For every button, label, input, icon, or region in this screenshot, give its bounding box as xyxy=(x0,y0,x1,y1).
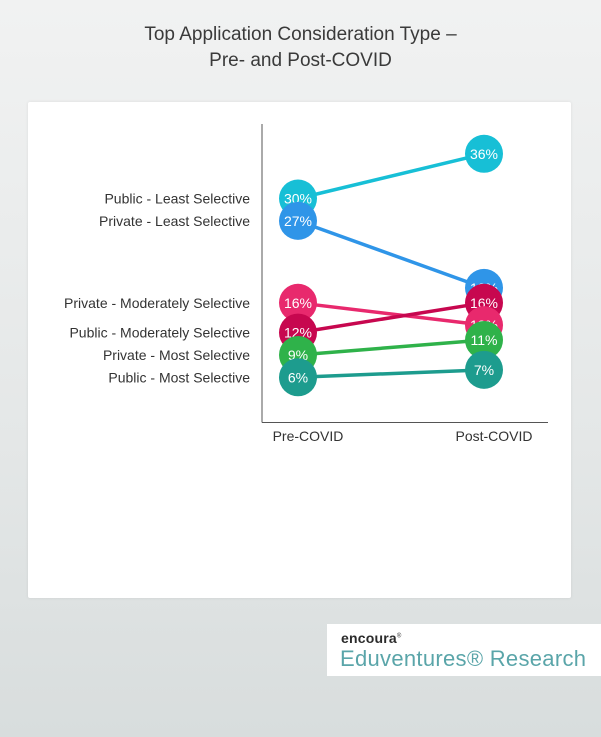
series-name-label: Public - Most Selective xyxy=(108,369,250,385)
data-label-post: 7% xyxy=(474,362,494,378)
series-line xyxy=(297,301,485,335)
data-point-post xyxy=(465,134,503,173)
data-label-post: 16% xyxy=(470,295,498,311)
series-line xyxy=(297,152,485,201)
series-name-label: Public - Moderately Selective xyxy=(69,325,250,341)
logo-brand: encoura® xyxy=(341,630,402,646)
slope-chart: Pre-COVID Post-COVID Public - Least Select… xyxy=(64,124,548,444)
data-label-pre: 16% xyxy=(284,295,312,311)
data-point-post xyxy=(465,350,503,389)
encoura-eduventures-logo: encoura® Eduventures® Research xyxy=(327,624,601,676)
chart-title-line-1: Top Application Consideration Type – xyxy=(144,24,457,45)
data-label-post: 36% xyxy=(470,146,498,162)
chart-card: Pre-COVID Post-COVID Public - Least Select… xyxy=(28,102,571,661)
series-line xyxy=(297,301,485,327)
data-point-pre xyxy=(279,358,317,397)
series-name-label: Private - Moderately Selective xyxy=(64,295,250,311)
data-label-pre: 27% xyxy=(284,213,312,229)
chart-title-line-2: Pre- and Post-COVID xyxy=(209,50,392,71)
series-name-label: Public - Least Selective xyxy=(104,191,250,207)
series-name-label: Private - Most Selective xyxy=(103,347,250,363)
series-name-label: Private - Least Selective xyxy=(99,213,250,229)
data-point-pre xyxy=(279,283,317,322)
x-tick-label: Pre-COVID xyxy=(273,428,344,444)
logo-research-text: Eduventures® Research xyxy=(340,646,587,671)
data-label-pre: 12% xyxy=(284,325,312,341)
data-label-pre: 30% xyxy=(284,191,312,207)
data-label-pre: 6% xyxy=(288,369,308,385)
data-label-post: 11% xyxy=(471,332,498,348)
data-point-post xyxy=(465,321,503,360)
data-label-pre: 9% xyxy=(288,347,308,363)
series-line xyxy=(297,368,485,380)
series-line xyxy=(297,219,485,290)
data-point-pre xyxy=(279,201,317,240)
series-line xyxy=(297,338,485,357)
x-tick-label: Post-COVID xyxy=(455,428,532,444)
chart-title: Top Application Consideration Type – Pre… xyxy=(0,22,601,74)
